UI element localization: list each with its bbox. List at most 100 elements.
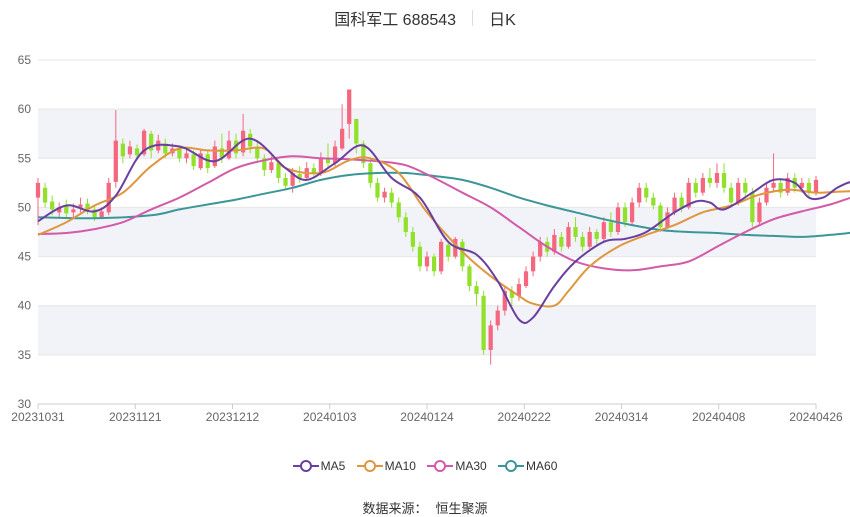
candle-body (212, 146, 217, 167)
candle (495, 305, 500, 331)
candle (347, 89, 352, 139)
candle (262, 154, 267, 176)
candle (764, 182, 769, 206)
moving-average-lines (37, 137, 850, 324)
candle (198, 148, 203, 171)
candle (127, 140, 133, 159)
candle-body (255, 148, 260, 159)
candle (141, 128, 147, 157)
candle (566, 222, 571, 249)
ma60-line (37, 171, 850, 238)
candle (325, 143, 331, 169)
candle-body (743, 182, 748, 193)
candle (700, 173, 705, 196)
candle-body (757, 202, 762, 223)
x-tick-label: 20240314 (595, 410, 649, 424)
legend: MA5 MA10 MA30 MA60 (0, 458, 850, 473)
candle (375, 177, 380, 202)
candle-body (594, 232, 599, 239)
legend-ma10-label: MA10 (384, 459, 416, 474)
candle-body (651, 197, 656, 206)
period-label: 日K (489, 12, 516, 29)
candle-body (785, 177, 790, 193)
candle (297, 166, 302, 183)
y-tick-label: 65 (18, 53, 32, 67)
candle-body (64, 205, 69, 214)
candle (382, 187, 387, 203)
candle-body (538, 241, 543, 257)
candle-body (396, 202, 401, 218)
candle-body (113, 140, 118, 182)
x-axis: 20231031 20231121 20231212 20240103 20240124… (11, 403, 843, 424)
ma30-line (37, 155, 850, 272)
candle-body (50, 201, 55, 210)
candle (806, 177, 812, 198)
candle-body (375, 182, 380, 198)
candle-body (707, 177, 713, 183)
candle-body (813, 179, 819, 193)
candle-body (495, 310, 500, 326)
legend-ma10[interactable]: MA10 (356, 458, 416, 474)
grid-band (38, 109, 816, 159)
candle-body (509, 290, 514, 298)
candle-body (85, 203, 90, 210)
candle-body (71, 209, 76, 213)
candle (431, 253, 437, 277)
candle (743, 177, 748, 198)
x-tick-label: 20231121 (109, 410, 162, 424)
candle-body (57, 207, 62, 213)
candle-body (99, 211, 104, 218)
legend-ma30-label: MA30 (455, 459, 487, 474)
candle (389, 187, 394, 208)
candle-body (134, 148, 140, 156)
candle-body (340, 128, 345, 149)
candle (523, 266, 529, 289)
candle-body (35, 182, 41, 198)
ma60-legend-icon (498, 460, 525, 473)
y-tick-label: 45 (18, 250, 32, 264)
data-source: 数据来源： 恒生聚源 (0, 498, 850, 517)
candle-body (665, 212, 670, 228)
candle-body (403, 217, 408, 232)
candle (658, 202, 663, 232)
candle (403, 212, 408, 237)
source-label: 数据来源： (362, 501, 428, 516)
candle-body (149, 133, 154, 151)
candle (693, 177, 698, 198)
grid-band (38, 305, 816, 355)
candle-body (721, 173, 727, 188)
candle-body (439, 241, 444, 272)
candle-body (290, 173, 295, 186)
candle-body (573, 227, 578, 237)
candle-body (120, 143, 125, 157)
candle-body (693, 182, 698, 193)
candle (714, 163, 720, 188)
legend-ma60-label: MA60 (526, 459, 558, 474)
candle (644, 182, 649, 203)
candle-body (410, 232, 415, 247)
legend-ma5-label: MA5 (320, 459, 346, 474)
legend-ma5[interactable]: MA5 (292, 458, 346, 474)
candle-body (764, 187, 769, 203)
candle (587, 227, 592, 249)
candle-body (226, 140, 232, 159)
candle-body (516, 284, 522, 296)
candle (629, 197, 635, 226)
candle-body (269, 162, 274, 171)
candle-body (127, 146, 133, 155)
candle-body (141, 130, 147, 155)
candle (283, 173, 288, 190)
ma30-legend-icon (427, 460, 454, 473)
candle-body (382, 191, 387, 198)
legend-ma60[interactable]: MA60 (498, 458, 557, 473)
candle (488, 320, 493, 365)
y-tick-label: 30 (18, 397, 32, 411)
candle (750, 187, 755, 228)
candle-body (502, 290, 507, 311)
candle-body (262, 158, 267, 171)
candle (637, 182, 642, 208)
candle (184, 148, 189, 164)
candle-body (714, 173, 720, 183)
legend-ma30[interactable]: MA30 (427, 458, 487, 474)
candle-body (559, 236, 564, 247)
